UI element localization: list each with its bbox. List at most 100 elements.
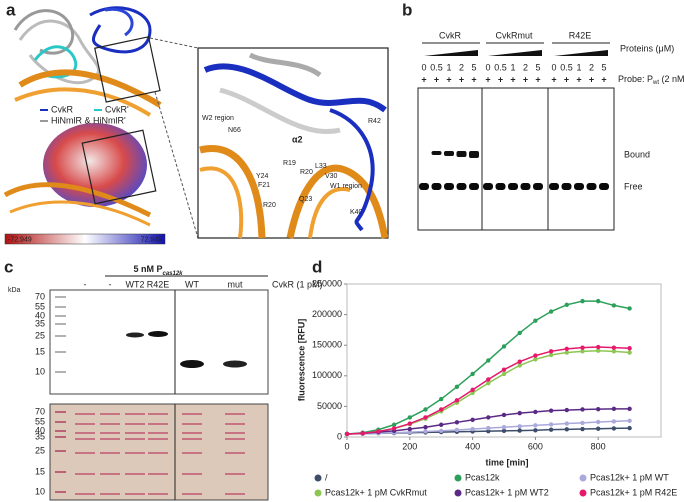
legend-marker bbox=[579, 489, 587, 497]
lane-label: 1 bbox=[576, 62, 581, 72]
y-tick-label: 200000 bbox=[312, 309, 342, 319]
panel-label: b bbox=[402, 0, 412, 19]
probe-sign: + bbox=[485, 74, 490, 84]
probe-sign: + bbox=[601, 74, 606, 84]
probe-sign: + bbox=[459, 74, 464, 84]
lane-label: 5 bbox=[601, 62, 606, 72]
point bbox=[407, 426, 412, 432]
point bbox=[564, 407, 569, 413]
residue-label: Y24 bbox=[256, 173, 269, 180]
band bbox=[180, 360, 204, 368]
band-label: Bound bbox=[624, 149, 650, 159]
wedge bbox=[424, 50, 478, 56]
y-tick-label: 100000 bbox=[312, 370, 342, 380]
point bbox=[407, 415, 412, 420]
scale-label: 72.949 bbox=[141, 236, 163, 243]
residue-label: R42 bbox=[368, 118, 381, 125]
free-band bbox=[508, 183, 518, 190]
ladder-label: 35 bbox=[35, 318, 45, 328]
point bbox=[470, 390, 475, 396]
lane-label: 0 bbox=[485, 62, 490, 72]
bound-band bbox=[431, 151, 442, 155]
probe-sign: + bbox=[446, 74, 451, 84]
point bbox=[391, 426, 397, 431]
point bbox=[407, 421, 412, 426]
ladder-label: 40 bbox=[35, 425, 45, 435]
point bbox=[517, 428, 522, 433]
panel-b: b Proteins (μM) Probe: Pwt (2 nM) Bound … bbox=[402, 0, 684, 231]
x-axis-label: time [min] bbox=[485, 457, 528, 467]
legend-label: HiNmlR & HiNmlR' bbox=[51, 115, 126, 125]
point bbox=[548, 422, 554, 427]
lane-label: 0.5 bbox=[494, 62, 507, 72]
point bbox=[376, 429, 381, 434]
x-tick-label: 400 bbox=[465, 441, 480, 451]
zoom-box bbox=[81, 129, 157, 205]
structure bbox=[3, 6, 162, 227]
probe-sign: + bbox=[564, 74, 569, 84]
ladder-label: 15 bbox=[35, 346, 45, 356]
lane-label: 2 bbox=[589, 62, 594, 72]
legend-marker bbox=[314, 474, 322, 482]
point bbox=[486, 380, 491, 386]
point bbox=[580, 345, 585, 350]
band bbox=[148, 331, 168, 337]
point bbox=[580, 298, 585, 304]
y-tick-label: 0 bbox=[337, 431, 342, 441]
legend-marker bbox=[454, 474, 462, 482]
point bbox=[548, 309, 554, 314]
panel-label: c bbox=[4, 257, 13, 276]
ladder-label: 55 bbox=[35, 416, 45, 426]
bound-band bbox=[444, 151, 454, 156]
zoom-structure bbox=[199, 52, 389, 239]
ladder-label: 25 bbox=[35, 330, 45, 340]
ladder-label: 15 bbox=[35, 466, 45, 476]
y-axis-label: fluorescence [RFU] bbox=[296, 319, 306, 402]
gel bbox=[417, 87, 615, 231]
point bbox=[611, 419, 617, 424]
point bbox=[501, 425, 507, 430]
free-band bbox=[599, 183, 609, 190]
zoom-line bbox=[154, 91, 199, 239]
point bbox=[501, 344, 507, 349]
point bbox=[548, 427, 554, 432]
residue-label: V30 bbox=[325, 173, 338, 180]
point bbox=[470, 417, 475, 423]
legend-marker bbox=[454, 489, 462, 497]
kda-label: kDa bbox=[8, 287, 21, 294]
point bbox=[564, 427, 569, 432]
point bbox=[611, 303, 617, 308]
bound-band bbox=[456, 151, 467, 157]
lane-label: - bbox=[84, 279, 87, 289]
free-band bbox=[495, 183, 506, 190]
point bbox=[423, 429, 428, 434]
free-band bbox=[469, 183, 479, 190]
free-band bbox=[586, 183, 597, 190]
ladder-label: 10 bbox=[35, 366, 45, 376]
x-tick-label: 600 bbox=[528, 441, 543, 451]
residue-label: R19 bbox=[283, 160, 296, 167]
point bbox=[627, 306, 632, 311]
group-label: R42E bbox=[569, 30, 592, 40]
header: 5 nM Pcas12k bbox=[133, 264, 183, 276]
point bbox=[486, 428, 491, 434]
point bbox=[470, 426, 475, 432]
ladder-label: 70 bbox=[35, 291, 45, 301]
legend-label: CvkR bbox=[51, 104, 73, 114]
x-tick-label: 200 bbox=[402, 441, 417, 451]
lane-label: 1 bbox=[446, 62, 451, 72]
lane-label: 2 bbox=[523, 62, 528, 72]
probe-sign: + bbox=[589, 74, 594, 84]
lane-label: 1 bbox=[510, 62, 515, 72]
wedge bbox=[554, 50, 608, 56]
residue-label: R20 bbox=[300, 169, 313, 176]
point bbox=[611, 345, 617, 350]
residue-label: W2 region bbox=[202, 115, 234, 122]
point bbox=[454, 427, 460, 433]
point bbox=[517, 424, 522, 429]
point bbox=[596, 419, 601, 425]
lane-label: WT bbox=[185, 279, 199, 289]
band bbox=[223, 360, 247, 368]
point bbox=[564, 421, 569, 426]
